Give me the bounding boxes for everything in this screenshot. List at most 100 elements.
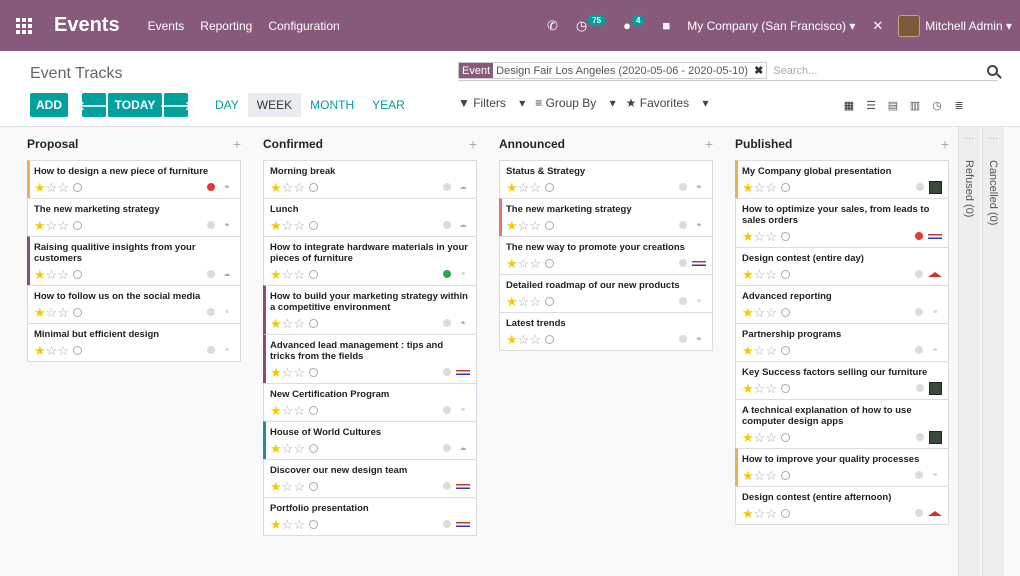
kanban-state-dot[interactable] [915,509,923,517]
kanban-state-dot[interactable] [443,221,451,229]
priority-stars[interactable]: ★ ☆ ☆ [506,219,554,232]
star-icon[interactable]: ★ [270,179,282,195]
kanban-state-dot[interactable] [443,368,451,376]
activity-clock-icon[interactable] [780,508,790,518]
star-icon[interactable]: ★ [270,478,282,494]
activity-clock-icon[interactable] [780,432,790,442]
user-menu[interactable]: Mitchell Admin ▾ [898,14,1012,37]
gantt-view-icon[interactable]: ≣ [954,99,964,112]
quick-create-icon[interactable]: + [940,136,949,152]
star-icon[interactable]: ☆ [57,342,69,358]
kanban-card[interactable]: How to build your marketing strategy wit… [263,285,477,335]
kanban-card[interactable]: New Certification Program ★ ☆ ☆ ≡ [263,383,477,422]
star-icon[interactable]: ☆ [57,217,69,233]
kanban-state-dot[interactable] [443,270,451,278]
star-icon[interactable]: ☆ [281,217,294,233]
kanban-card[interactable]: How to optimize your sales, from leads t… [735,198,949,248]
company-switcher[interactable]: My Company (San Francisco) ▾ [687,18,856,33]
messaging-icon[interactable]: ● 4 [623,15,645,33]
column-title[interactable]: Announced [499,137,565,151]
star-icon[interactable]: ★ [270,266,282,282]
priority-stars[interactable]: ★ ☆ ☆ [270,404,318,417]
priority-stars[interactable]: ★ ☆ ☆ [270,181,318,194]
star-icon[interactable]: ★ [742,505,754,521]
priority-stars[interactable]: ★ ☆ ☆ [270,442,318,455]
apps-menu-icon[interactable] [0,0,48,51]
kanban-card[interactable]: How to design a new piece of furniture ★ ☆… [27,160,241,199]
star-icon[interactable]: ☆ [753,228,766,244]
kanban-card[interactable]: Status & Strategy ★ ☆ ☆ ❧ [499,160,713,199]
star-icon[interactable]: ★ [34,304,46,320]
kanban-state-dot[interactable] [679,335,687,343]
column-title[interactable]: Published [735,137,793,151]
priority-stars[interactable]: ★ ☆ ☆ [742,507,790,520]
kanban-card[interactable]: Lunch ★ ☆ ☆ ☁ [263,198,477,237]
star-icon[interactable]: ☆ [765,429,777,445]
kanban-state-dot[interactable] [679,183,687,191]
kanban-state-dot[interactable] [916,384,924,392]
kanban-state-dot[interactable] [443,520,451,528]
star-icon[interactable]: ☆ [45,179,58,195]
quick-create-icon[interactable]: + [468,136,477,152]
kanban-card[interactable]: Portfolio presentation ★ ☆ ☆ [263,497,477,536]
kanban-state-dot[interactable] [207,221,215,229]
star-icon[interactable]: ☆ [753,467,766,483]
priority-stars[interactable]: ★ ☆ ☆ [270,518,318,531]
activity-clock-icon[interactable] [308,367,318,377]
star-icon[interactable]: ★ [506,217,518,233]
graph-view-icon[interactable]: ▥ [909,99,921,112]
priority-stars[interactable]: ★ ☆ ☆ [742,469,790,482]
activity-clock-icon[interactable] [72,269,82,279]
activity-clock-icon[interactable] [780,470,790,480]
star-icon[interactable]: ☆ [45,304,58,320]
kanban-state-dot[interactable] [915,270,923,278]
activity-clock-icon[interactable] [308,405,318,415]
activity-clock-icon[interactable] [308,481,318,491]
kanban-card[interactable]: Design contest (entire day) ★ ☆ ☆ [735,247,949,286]
priority-stars[interactable]: ★ ☆ ☆ [34,181,82,194]
kanban-card[interactable]: How to improve your quality processes ★ ☆ ☆… [735,448,949,487]
kanban-card[interactable]: Partnership programs ★ ☆ ☆ ≡ [735,323,949,362]
activity-clock-icon[interactable] [308,220,318,230]
activity-clock-icon[interactable] [544,258,554,268]
star-icon[interactable]: ☆ [57,266,69,282]
kanban-card[interactable]: The new marketing strategy ★ ☆ ☆ ❧ [27,198,241,237]
kanban-state-dot[interactable] [679,259,687,267]
kanban-state-dot[interactable] [207,270,215,278]
star-icon[interactable]: ☆ [281,364,294,380]
star-icon[interactable]: ☆ [281,266,294,282]
star-icon[interactable]: ★ [34,217,46,233]
priority-stars[interactable]: ★ ☆ ☆ [34,344,82,357]
kanban-card[interactable]: Minimal but efficient design ★ ☆ ☆ ≡ [27,323,241,362]
activity-clock-icon[interactable] [308,182,318,192]
column-options-icon[interactable]: ··· [988,133,999,144]
kanban-state-dot[interactable] [207,183,215,191]
activity-clock-icon[interactable] [544,296,554,306]
star-icon[interactable]: ☆ [765,467,777,483]
star-icon[interactable]: ☆ [293,516,305,532]
star-icon[interactable]: ☆ [293,266,305,282]
debug-tools-icon[interactable]: ✕ [872,17,884,33]
star-icon[interactable]: ★ [506,179,518,195]
activity-clock-icon[interactable] [544,220,554,230]
kanban-state-dot[interactable] [916,433,924,441]
scale-year[interactable]: YEAR [372,98,405,112]
search-input[interactable]: Search... [773,64,818,77]
priority-stars[interactable]: ★ ☆ ☆ [270,366,318,379]
star-icon[interactable]: ☆ [517,255,530,271]
star-icon[interactable]: ★ [742,266,754,282]
kanban-state-dot[interactable] [207,308,215,316]
next-button[interactable]: 🡒 [160,93,192,117]
star-icon[interactable]: ☆ [281,478,294,494]
star-icon[interactable]: ★ [270,402,282,418]
filters-dropdown[interactable]: ▼ Filters ▾ [458,96,526,110]
phone-icon[interactable]: ✆ [546,17,558,33]
menu-reporting[interactable]: Reporting [200,18,253,33]
app-name[interactable]: Events [54,14,120,36]
kanban-card[interactable]: Latest trends ★ ☆ ☆ ❧ [499,312,713,351]
star-icon[interactable]: ☆ [293,440,305,456]
star-icon[interactable]: ★ [270,217,282,233]
quick-create-icon[interactable]: + [232,136,241,152]
star-icon[interactable]: ☆ [529,179,541,195]
kanban-card[interactable]: Detailed roadmap of our new products ★ ☆ ☆ ≡ [499,274,713,313]
